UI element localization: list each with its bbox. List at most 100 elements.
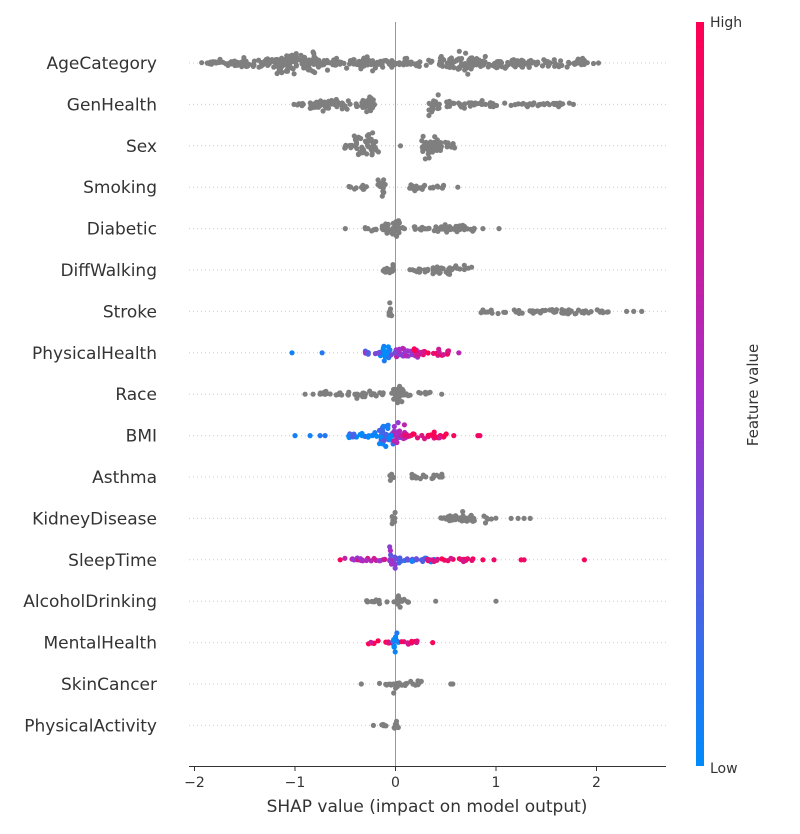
data-point	[347, 58, 353, 64]
data-point	[386, 312, 392, 318]
data-point	[437, 147, 443, 153]
data-point	[513, 309, 519, 315]
data-point	[401, 422, 407, 428]
data-point	[391, 644, 397, 650]
data-point	[462, 101, 468, 107]
data-point	[536, 101, 542, 108]
data-point	[588, 309, 594, 315]
data-point	[363, 184, 369, 190]
data-point	[529, 309, 535, 315]
data-point	[439, 556, 445, 562]
outlier-point	[289, 350, 295, 356]
data-point	[264, 60, 270, 66]
data-point	[464, 518, 470, 524]
data-point	[269, 57, 275, 63]
data-point	[590, 60, 597, 67]
data-point	[564, 64, 570, 70]
data-point	[566, 59, 572, 65]
colorbar-low-label: Low	[710, 761, 738, 777]
data-point	[468, 55, 474, 61]
data-point	[541, 308, 547, 314]
data-point	[425, 432, 431, 438]
data-point	[412, 682, 418, 688]
data-point	[432, 434, 438, 440]
data-point	[456, 48, 462, 54]
data-point	[225, 61, 231, 67]
data-point	[438, 143, 444, 149]
data-point	[460, 509, 466, 515]
data-point	[446, 348, 452, 354]
feature-label: PhysicalActivity	[24, 716, 157, 736]
data-point	[547, 60, 553, 66]
data-point	[435, 184, 441, 190]
data-point	[493, 515, 499, 521]
data-point	[448, 55, 454, 61]
outlier-point	[358, 681, 364, 687]
feature-label: PhysicalHealth	[32, 344, 157, 364]
data-point	[420, 133, 426, 139]
data-point	[289, 65, 295, 71]
data-point	[489, 310, 495, 316]
data-point	[311, 51, 317, 57]
data-point	[392, 649, 398, 655]
data-point	[389, 514, 395, 520]
data-point	[482, 59, 488, 65]
feature-row	[289, 343, 462, 364]
feature-row	[389, 509, 533, 527]
data-point	[402, 682, 408, 689]
feature-row	[302, 383, 445, 406]
data-point	[559, 62, 565, 68]
data-point	[395, 594, 401, 600]
data-point	[502, 309, 509, 315]
outlier-point	[342, 226, 348, 232]
data-point	[376, 680, 383, 687]
data-point	[436, 270, 442, 276]
data-point	[414, 474, 420, 480]
data-point	[566, 100, 573, 106]
data-point	[584, 60, 590, 66]
data-point	[372, 65, 378, 71]
data-point	[409, 183, 415, 189]
data-point	[365, 434, 371, 440]
data-point	[414, 435, 421, 441]
outlier-point	[370, 722, 376, 729]
data-point	[289, 54, 295, 61]
data-point	[436, 435, 442, 441]
data-point	[239, 60, 245, 66]
data-point	[368, 390, 374, 396]
data-point	[389, 521, 395, 527]
data-point	[345, 98, 351, 104]
data-point	[386, 229, 392, 235]
data-point	[417, 266, 423, 272]
data-point	[357, 431, 363, 438]
feature-label: DiffWalking	[60, 261, 157, 281]
data-point	[351, 186, 358, 192]
data-point	[284, 68, 291, 74]
data-point	[339, 392, 345, 398]
data-point	[550, 308, 556, 314]
outlier-point	[491, 557, 497, 563]
data-point	[526, 64, 532, 70]
data-point	[454, 229, 460, 235]
data-point	[447, 103, 453, 109]
data-point	[379, 223, 385, 229]
data-point	[369, 598, 375, 605]
data-point	[394, 630, 400, 636]
data-point	[251, 58, 257, 64]
data-point	[485, 309, 491, 315]
x-tick-label: 1	[492, 775, 501, 791]
data-point	[468, 100, 475, 106]
data-point	[533, 62, 539, 68]
feature-labels: AgeCategory GenHealth Sex Smoking Diabetic Di…	[23, 54, 157, 736]
data-point	[526, 58, 532, 64]
data-point	[495, 310, 501, 317]
feature-label: SleepTime	[68, 551, 157, 571]
data-point	[437, 225, 444, 231]
data-point	[365, 351, 371, 357]
data-point	[444, 99, 450, 105]
feature-row	[346, 177, 461, 199]
data-point	[539, 63, 546, 69]
data-point	[439, 265, 445, 272]
data-point	[461, 266, 467, 273]
data-point	[307, 100, 313, 106]
